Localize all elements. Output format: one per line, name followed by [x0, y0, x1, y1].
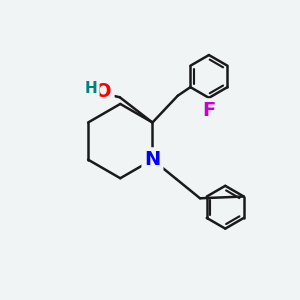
Text: F: F	[202, 101, 216, 120]
Text: H: H	[85, 81, 97, 96]
Text: N: N	[144, 150, 160, 169]
Text: O: O	[95, 82, 112, 101]
